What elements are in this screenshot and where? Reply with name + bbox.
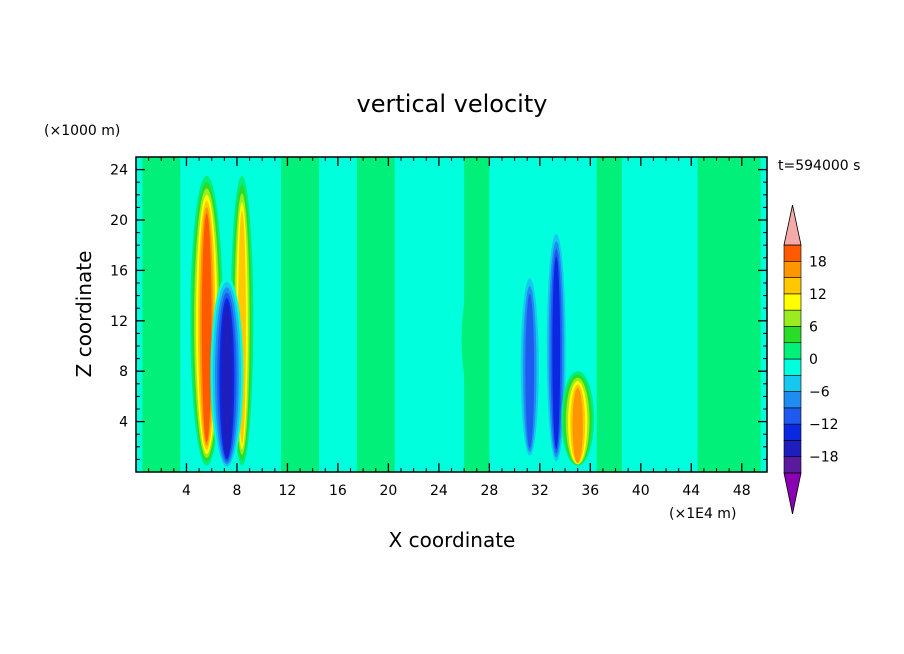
colorbar-segment [783, 374, 802, 392]
x-unit-label: (×1E4 m) [669, 506, 736, 522]
colorbar-over-triangle [783, 204, 802, 246]
x-tick-label: 24 [430, 483, 448, 499]
colorbar-tick-label: −12 [809, 417, 839, 433]
y-axis-label: Z coordinate [72, 251, 96, 378]
y-unit-label: (×1000 m) [44, 123, 120, 139]
y-tick-label: 12 [110, 314, 128, 330]
weak-updraft-band [356, 157, 395, 472]
y-tick-label: 8 [119, 364, 128, 380]
colorbar-segment [783, 309, 802, 327]
colorbar-segment [783, 277, 802, 295]
x-axis-label: X coordinate [389, 528, 516, 552]
y-tick-label: 4 [119, 415, 128, 431]
weak-updraft-band [596, 157, 622, 472]
x-tick-label: 48 [733, 483, 751, 499]
contour-shape [201, 213, 212, 443]
colorbar-segment [783, 456, 802, 474]
colorbar: −18 −12 −6 0 6 12 18 [783, 204, 839, 515]
colorbar-segment [783, 260, 802, 278]
colorbar-tick-label: 0 [809, 352, 818, 368]
colorbar-tick-label: 6 [809, 319, 818, 335]
time-label: t=594000 s [778, 158, 860, 174]
y-tick-label: 24 [110, 163, 128, 179]
x-tick-label: 32 [531, 483, 549, 499]
x-tick-label: 28 [480, 483, 498, 499]
weak-updraft-band [142, 157, 181, 472]
contour-shape [221, 303, 233, 457]
colorbar-segment [783, 342, 802, 360]
colorbar-segment [783, 358, 802, 376]
colorbar-tick-label: 12 [809, 287, 827, 303]
x-tick-label: 44 [682, 483, 700, 499]
y-tick-label: 20 [110, 213, 128, 229]
chart-title: vertical velocity [357, 90, 548, 118]
colorbar-tick-label: −6 [809, 385, 830, 401]
colorbar-under-triangle [783, 472, 802, 515]
x-axis: 4 8 12 16 20 24 28 32 36 40 44 48 [148, 157, 755, 499]
x-tick-label: 4 [182, 483, 191, 499]
colorbar-segment [783, 391, 802, 409]
colorbar-segment [783, 326, 802, 344]
y-tick-label: 16 [110, 263, 128, 279]
colorbar-segment [783, 244, 802, 262]
x-tick-label: 40 [632, 483, 650, 499]
contour-shape [572, 387, 583, 463]
x-tick-label: 20 [379, 483, 397, 499]
x-tick-label: 8 [232, 483, 241, 499]
x-tick-label: 16 [329, 483, 347, 499]
colorbar-segment [783, 407, 802, 425]
contour-shape [552, 256, 561, 449]
colorbar-segment [783, 440, 802, 458]
colorbar-segment [783, 293, 802, 311]
x-tick-label: 12 [279, 483, 297, 499]
contour-shape [421, 194, 444, 447]
weak-updraft-band [281, 157, 319, 472]
colorbar-tick-label: 18 [809, 254, 827, 270]
y-axis: 4 8 12 16 20 24 [110, 163, 767, 460]
x-tick-label: 36 [581, 483, 599, 499]
contour-shape [461, 283, 485, 397]
colorbar-tick-label: −18 [809, 450, 839, 466]
weak-updraft-band [697, 157, 761, 472]
contour-field [136, 157, 767, 472]
colorbar-segment [783, 423, 802, 441]
contour-shape [525, 293, 535, 449]
